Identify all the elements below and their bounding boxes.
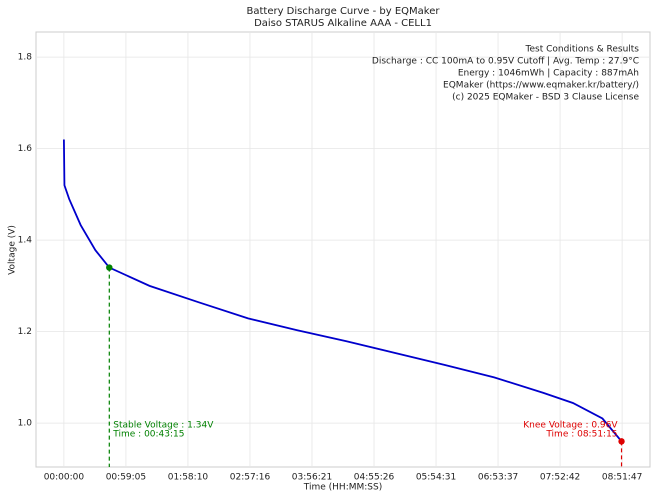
marker-point: [618, 438, 625, 445]
marker-label: Stable Voltage : 1.34V: [113, 421, 214, 431]
marker-point: [106, 264, 113, 271]
info-text: EQMaker (https://www.eqmaker.kr/battery/…: [443, 81, 639, 91]
x-tick-label: 08:51:47: [602, 473, 642, 483]
info-text: Test Conditions & Results: [525, 45, 640, 55]
y-tick-label: 1.6: [18, 144, 33, 154]
x-tick-label: 04:55:26: [354, 473, 395, 483]
x-tick-label: 01:58:10: [168, 473, 209, 483]
x-axis-label: Time (HH:MM:SS): [303, 483, 382, 493]
info-text: Energy : 1046mWh | Capacity : 887mAh: [458, 69, 639, 79]
marker-label: Knee Voltage : 0.96V: [523, 421, 618, 431]
marker-label: Time : 00:43:15: [112, 430, 184, 440]
chart-subtitle: Daiso STARUS Alkaline AAA - CELL1: [254, 18, 432, 29]
x-tick-label: 07:52:42: [540, 473, 580, 483]
chart-title: Battery Discharge Curve - by EQMaker: [246, 6, 440, 17]
x-tick-label: 02:57:16: [230, 473, 271, 483]
y-tick-label: 1.8: [18, 53, 33, 63]
x-tick-label: 00:00:00: [44, 473, 85, 483]
x-tick-label: 03:56:21: [292, 473, 332, 483]
info-text: (c) 2025 EQMaker - BSD 3 Clause License: [452, 93, 639, 103]
x-tick-label: 05:54:31: [416, 473, 456, 483]
x-tick-label: 00:59:05: [106, 473, 146, 483]
info-text: Discharge : CC 100mA to 0.95V Cutoff | A…: [372, 57, 639, 67]
y-tick-label: 1.2: [18, 327, 32, 337]
data-line: [63, 139, 623, 443]
y-tick-label: 1.0: [18, 419, 33, 429]
y-tick-label: 1.4: [18, 236, 33, 246]
marker-label: Time : 08:51:15: [545, 430, 617, 440]
y-axis-label: Voltage (V): [8, 225, 18, 275]
x-tick-label: 06:53:37: [478, 473, 518, 483]
